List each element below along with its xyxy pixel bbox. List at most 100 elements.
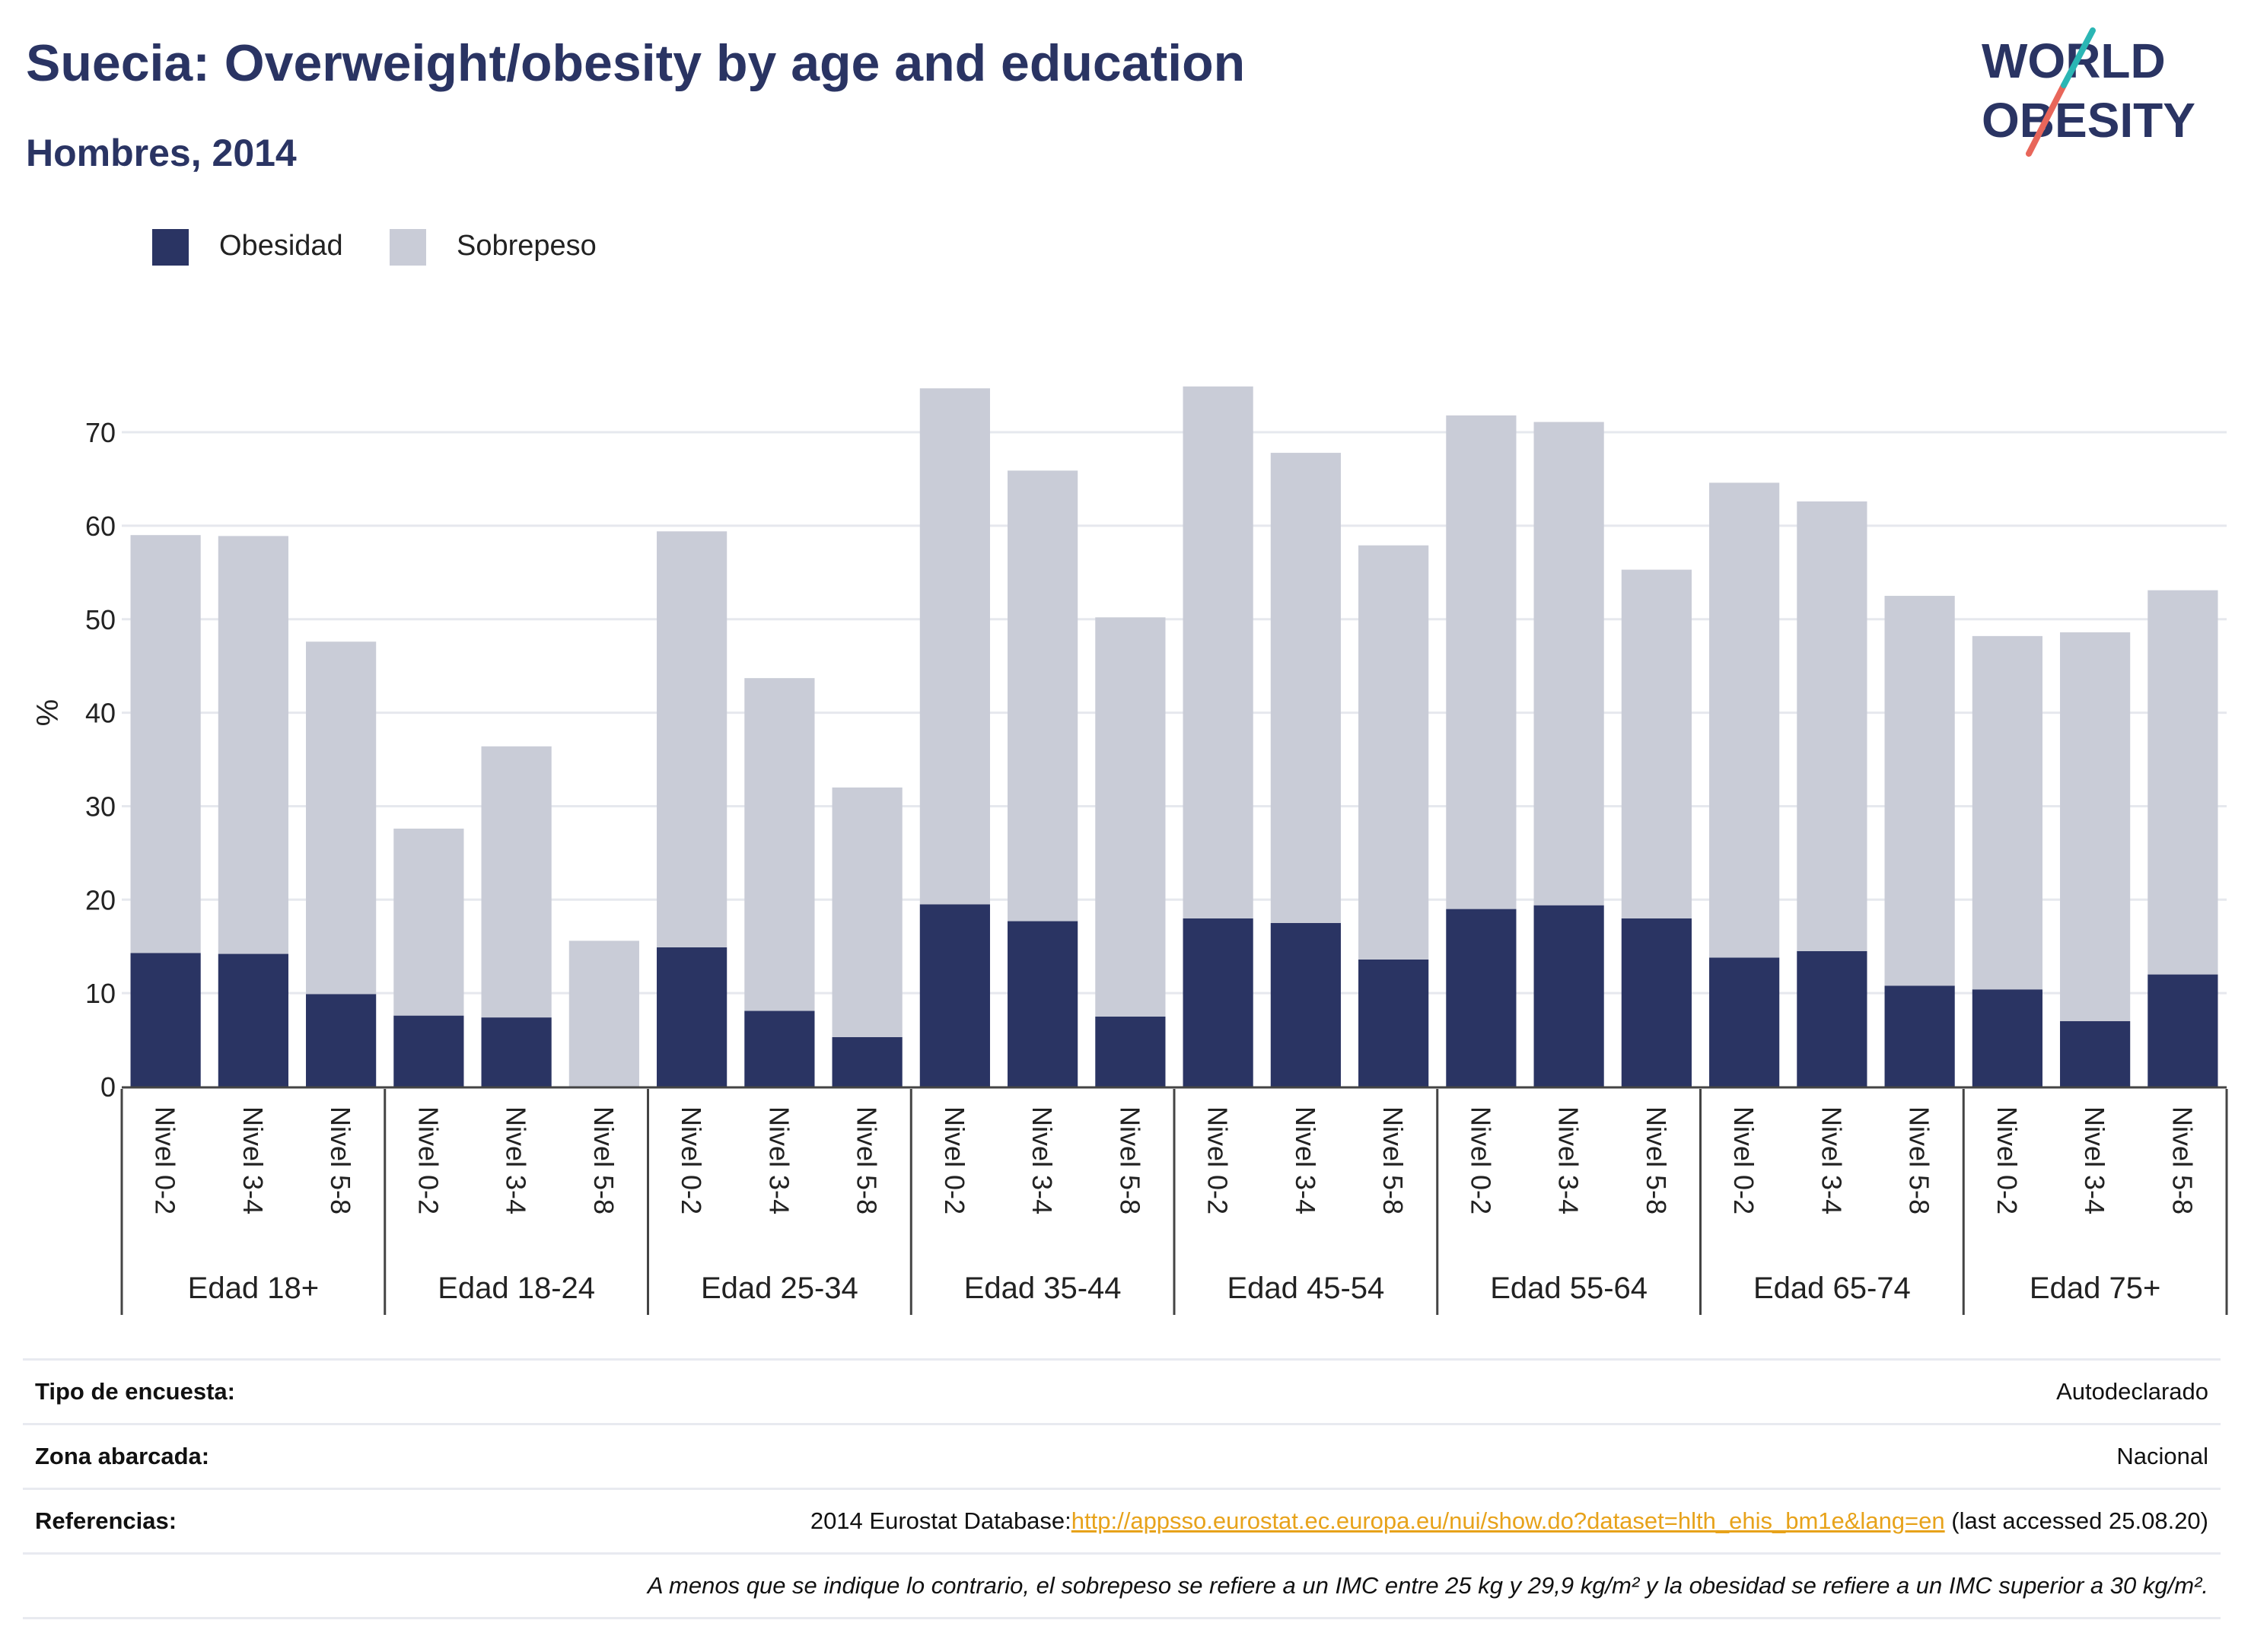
info-table: Tipo de encuesta: Autodeclarado Zona aba…: [23, 1358, 2221, 1619]
survey-type-value: Autodeclarado: [2056, 1378, 2208, 1405]
world-obesity-logo: WORLD OBESITY: [1982, 27, 2195, 157]
x-tick-label: Nivel 3-4: [1027, 1106, 1058, 1214]
bar-sobrepeso: [130, 535, 201, 953]
group-label: Edad 18+: [188, 1272, 319, 1305]
bar-sobrepeso: [657, 531, 728, 947]
y-tick-label: 20: [85, 884, 116, 915]
bar-obesidad: [744, 1011, 815, 1087]
bar-sobrepeso: [1972, 635, 2042, 990]
bar-sobrepeso: [1358, 545, 1429, 960]
bar-obesidad: [919, 904, 990, 1087]
group-label: Edad 75+: [2030, 1272, 2160, 1305]
bar-sobrepeso: [1008, 470, 1078, 921]
logo-slash-teal: [2061, 27, 2096, 88]
info-row-note: A menos que se indique lo contrario, el …: [23, 1552, 2221, 1619]
group-label: Edad 35-44: [964, 1272, 1122, 1305]
x-tick-label: Nivel 5-8: [1377, 1106, 1409, 1214]
y-tick-label: 60: [85, 511, 116, 542]
bar-sobrepeso: [393, 828, 464, 1016]
survey-type-label: Tipo de encuesta:: [35, 1378, 235, 1405]
references-link[interactable]: http://appsso.eurostat.ec.europa.eu/nui/…: [1071, 1507, 1945, 1534]
bar-obesidad: [832, 1036, 903, 1087]
legend-label-obesidad: Obesidad: [219, 230, 343, 262]
bar-obesidad: [1709, 957, 1780, 1087]
group-label: Edad 65-74: [1753, 1272, 1911, 1305]
bar-obesidad: [306, 994, 377, 1087]
y-tick-label: 70: [85, 417, 116, 448]
x-tick-label: Nivel 0-2: [1728, 1106, 1759, 1214]
bar-sobrepeso: [568, 941, 639, 1087]
references-label: Referencias:: [35, 1507, 177, 1534]
x-tick-label: Nivel 0-2: [1992, 1106, 2023, 1214]
bar-sobrepeso: [744, 678, 815, 1011]
x-tick-label: Nivel 0-2: [939, 1106, 970, 1214]
page-subtitle: Hombres, 2014: [26, 132, 297, 174]
x-tick-label: Nivel 0-2: [1465, 1106, 1496, 1214]
bar-obesidad: [393, 1015, 464, 1087]
bar-sobrepeso: [1183, 386, 1253, 918]
bar-obesidad: [2060, 1021, 2131, 1087]
bar-obesidad: [1095, 1016, 1166, 1087]
info-row-survey-type: Tipo de encuesta: Autodeclarado: [23, 1358, 2221, 1423]
logo-line2: OBESITY: [1982, 93, 2195, 148]
references-prefix: 2014 Eurostat Database:: [810, 1507, 1071, 1534]
bar-obesidad: [1270, 923, 1341, 1087]
x-tick-label: Nivel 3-4: [1290, 1106, 1321, 1214]
x-tick-label: Nivel 0-2: [1202, 1106, 1234, 1214]
y-axis-label: %: [31, 699, 65, 727]
bar-sobrepeso: [1270, 453, 1341, 924]
bar-obesidad: [1621, 918, 1692, 1087]
bar-sobrepeso: [2060, 632, 2131, 1022]
x-tick-label: Nivel 0-2: [412, 1106, 444, 1214]
x-tick-label: Nivel 3-4: [2079, 1106, 2110, 1214]
y-tick-label: 50: [85, 604, 116, 635]
x-tick-label: Nivel 5-8: [1641, 1106, 1672, 1214]
bar-sobrepeso: [1884, 596, 1955, 986]
bar-obesidad: [1972, 989, 2042, 1087]
bar-sobrepeso: [1621, 569, 1692, 918]
bar-obesidad: [1533, 905, 1604, 1087]
bar-sobrepeso: [1533, 422, 1604, 906]
x-tick-label: Nivel 5-8: [325, 1106, 356, 1214]
group-label: Edad 55-64: [1490, 1272, 1648, 1305]
y-tick-label: 0: [100, 1071, 116, 1103]
bar-obesidad: [657, 947, 728, 1087]
group-label: Edad 45-54: [1227, 1272, 1384, 1305]
x-tick-label: Nivel 5-8: [2167, 1106, 2198, 1214]
legend-label-sobrepeso: Sobrepeso: [457, 230, 597, 262]
bar-obesidad: [481, 1017, 552, 1087]
x-tick-label: Nivel 0-2: [676, 1106, 707, 1214]
bar-obesidad: [1884, 985, 1955, 1087]
area-label: Zona abarcada:: [35, 1443, 210, 1469]
x-tick-label: Nivel 3-4: [501, 1106, 532, 1214]
x-tick-label: Nivel 5-8: [1904, 1106, 1935, 1214]
bar-obesidad: [218, 953, 288, 1087]
bar-sobrepeso: [1797, 501, 1867, 951]
y-tick-label: 10: [85, 978, 116, 1009]
definition-note: A menos que se indique lo contrario, el …: [647, 1572, 2208, 1599]
y-tick-label: 30: [85, 791, 116, 822]
bar-obesidad: [1797, 950, 1867, 1087]
bar-obesidad: [1358, 959, 1429, 1087]
bar-obesidad: [2148, 974, 2218, 1087]
bar-sobrepeso: [2148, 590, 2218, 975]
x-tick-label: Nivel 5-8: [1114, 1106, 1145, 1214]
bar-obesidad: [1446, 909, 1517, 1087]
x-tick-label: Nivel 5-8: [852, 1106, 883, 1214]
page-title: Suecia: Overweight/obesity by age and ed…: [26, 34, 1246, 92]
y-tick-label: 40: [85, 698, 116, 729]
stacked-bar-chart: 0 10 20 30 40 50 60 70% Nivel 0-2 Nivel 3-4 Nivel …: [31, 386, 2228, 1315]
group-label: Edad 18-24: [438, 1272, 595, 1305]
legend-swatch-obesidad: [152, 229, 189, 266]
x-tick-label: Nivel 3-4: [237, 1106, 269, 1214]
info-row-references: Referencias: 2014 Eurostat Database:http…: [23, 1488, 2221, 1552]
bar-sobrepeso: [306, 641, 377, 995]
x-tick-label: Nivel 3-4: [1816, 1106, 1847, 1214]
bar-obesidad: [1183, 918, 1253, 1087]
bar-sobrepeso: [481, 746, 552, 1018]
legend-swatch-sobrepeso: [390, 229, 426, 266]
x-tick-label: Nivel 0-2: [150, 1106, 181, 1214]
info-row-area: Zona abarcada: Nacional: [23, 1423, 2221, 1488]
x-tick-label: Nivel 5-8: [588, 1106, 619, 1214]
bar-obesidad: [1008, 921, 1078, 1087]
